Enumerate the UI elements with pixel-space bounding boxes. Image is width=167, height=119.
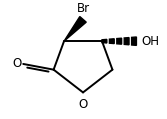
Text: Br: Br [76,2,90,15]
Text: O: O [12,57,21,70]
Text: OH: OH [141,35,159,48]
Polygon shape [132,37,136,45]
Polygon shape [124,38,129,45]
Polygon shape [109,39,114,44]
Polygon shape [64,17,86,41]
Polygon shape [102,39,107,43]
Polygon shape [117,38,122,44]
Text: O: O [78,98,88,111]
